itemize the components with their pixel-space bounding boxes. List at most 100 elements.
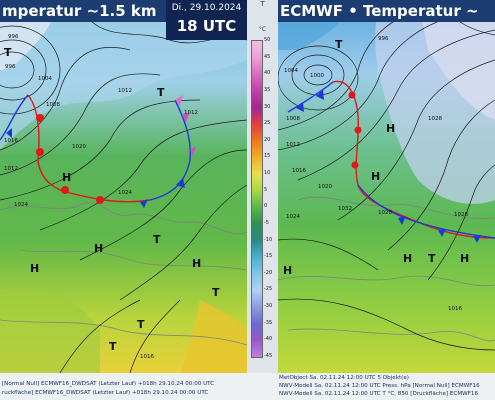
right-isobar-label: 996 [378,36,389,42]
right-center-high-3: H [403,252,412,265]
legend-tick-label: -45 [264,353,273,359]
right-isobar-label: 1024 [286,214,300,220]
left-border-line [19,249,247,271]
left-mild-airmass [0,287,100,373]
footer-left-line1: [Normal Null] ECMWF16_DWDSAT (Letzter La… [2,381,215,387]
left-isobar-label: 1016 [140,354,154,360]
left-isobar-label: 1024 [118,190,132,196]
left-map-title: mperatur ~1.5 km [0,0,166,22]
right-map-title: ECMWF • Temperatur ~ [278,0,495,22]
legend-tick-label: -20 [264,269,273,276]
left-isobar-label: 1008 [46,102,60,108]
left-isobar-label: 1012 [118,88,132,94]
right-center-high-4: H [283,264,292,277]
temperature-legend: T °C 50 45 40 35 30 25 20 15 10 5 0 -5 -10 -15 -20 -25-… [247,0,278,373]
right-border-line [278,275,495,287]
right-isobar-label: 1028 [454,212,468,218]
left-cold-front-west [0,94,29,141]
footer-left-line2: ruckfläche] ECMWF16_DWDSAT (Letzter Lauf… [2,390,209,396]
right-isobar-label: 1016 [292,168,306,174]
legend-unit: °C [258,26,267,33]
legend-tick-label: -15 [264,253,273,260]
valid-time-box: Di., 29.10.2024 18 UTC [166,0,247,40]
left-center-low-4: T [212,286,220,299]
right-center-high-5: H [460,252,469,265]
left-center-low-3: T [153,233,161,246]
left-center-low-2: T [157,86,165,99]
legend-tick-label: 25 [264,120,271,127]
legend-parameter: T [260,0,265,8]
left-center-low-1: T [4,46,12,59]
right-center-high-1: H [386,122,395,135]
right-cold-front-west [287,81,334,113]
legend-tick-label: 0 [264,203,268,210]
right-isobar-label: 1028 [378,210,392,216]
legend-color-bar [251,40,263,358]
right-isobar-label: 1000 [310,73,324,79]
left-warm-airmass [180,300,247,373]
left-isobar-label: 996 [8,34,19,40]
legend-tick-label: 50 [264,37,271,43]
legend-tick-label: 20 [264,136,271,143]
right-map-panel[interactable]: T H H H H T H 1000 1004 1008 1012 1016 1… [278,0,495,373]
legend-tick-label: 30 [264,103,271,110]
left-isobar-label: 996 [5,64,16,70]
right-coastline [297,196,495,219]
left-map-panel[interactable]: T T H H H T T H T T 996 1004 1008 1012 1… [0,0,247,373]
right-pressure-centers: T H H H H T H [283,38,469,277]
legend-tick-label: 40 [264,70,271,77]
valid-date: Di., 29.10.2024 [171,3,242,13]
right-center-low-1: T [335,38,343,51]
legend-tick-label: 10 [264,170,271,177]
right-center-low-2: T [428,252,436,265]
right-isobar-labels: 1000 1004 1008 1012 1016 1020 1024 1028 … [284,36,468,312]
right-isobar-label: 1016 [448,306,462,312]
legend-tick-label: -30 [264,303,273,310]
right-map-title-text: ECMWF • Temperatur ~ [280,2,479,20]
right-isobar-label: 1004 [284,68,298,74]
legend-tick-label: 5 [264,186,268,193]
left-border-line-2 [0,319,247,346]
right-isobar-label: 1008 [286,116,300,122]
left-center-high-4: H [192,257,201,270]
footer-info: [Normal Null] ECMWF16_DWDSAT (Letzter La… [0,373,495,400]
left-isobar-label: 1024 [14,202,28,208]
right-cold-front [357,184,495,239]
left-center-high-2: H [94,242,103,255]
footer-right-line2: NWV-Modell Sa. 02.11.24 12:00 UTC Press.… [279,383,480,389]
left-cold-front [149,99,192,201]
left-map-svg: T T H H H T T H T T 996 1004 1008 1012 1… [0,0,247,373]
right-isobar-label: 1020 [318,184,332,190]
left-warm-front [27,94,151,203]
left-isobar-labels: 996 1004 1008 1012 1016 1020 1024 1024 1… [4,34,198,360]
left-center-high-1: H [62,171,71,184]
right-center-high-2: H [371,170,380,183]
right-border-line-2 [287,328,495,342]
legend-tick-label: -10 [264,236,273,243]
right-front-symbols [296,90,481,243]
valid-time: 18 UTC [176,17,237,35]
left-isobar-label: 1004 [38,76,52,82]
left-isobar-label: 1012 [184,110,198,116]
legend-tick-label: -40 [264,336,273,343]
left-isobars [0,19,247,373]
left-isobar-label: 1020 [72,144,86,150]
legend-tick-label: 35 [264,86,271,93]
left-map-title-text: mperatur ~1.5 km [2,2,157,20]
left-isobar-label: 1016 [4,138,18,144]
footer-right-line1: MetObject Sa. 02.11.24 12:00 UTC 5 Objek… [279,375,409,381]
left-front-symbols [6,112,196,208]
right-isobar-label: 1032 [338,206,352,212]
left-pressure-centers: T T H H H T T H T T [4,46,220,353]
right-map-svg: T H H H H T H 1000 1004 1008 1012 1016 1… [278,0,495,373]
left-isobar-label: 1012 [4,166,18,172]
left-coastline [0,202,247,235]
footer-right-line3: NWV-Modell Sa. 02.11.24 12:00 UTC T °C, … [279,391,479,397]
left-occlusion-mark [175,95,183,106]
legend-tick-label: -5 [264,219,269,226]
left-center-low-5: T [137,318,145,331]
legend-tick-label: -35 [264,319,273,326]
legend-tick-label: 45 [264,53,271,60]
legend-tick-label: 15 [264,153,271,160]
right-isobar-label: 1012 [286,142,300,148]
